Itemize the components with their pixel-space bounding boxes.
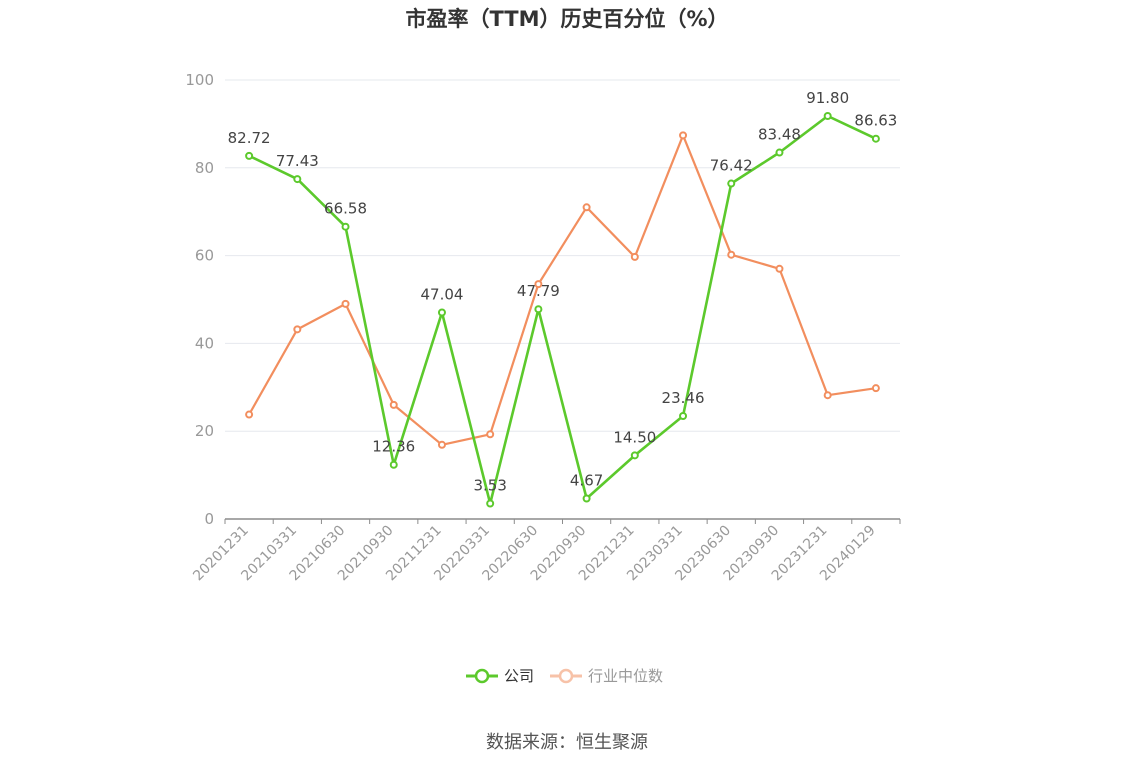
data-label: 23.46 <box>662 389 705 407</box>
series-point-1[interactable] <box>437 440 446 449</box>
series-point-0[interactable] <box>389 460 398 469</box>
legend-label: 行业中位数 <box>588 667 663 685</box>
data-label: 83.48 <box>758 126 801 144</box>
series-point-0[interactable] <box>245 151 254 160</box>
grid <box>225 79 900 432</box>
series-point-1[interactable] <box>534 280 543 289</box>
series-point-1[interactable] <box>486 430 495 439</box>
series-point-1[interactable] <box>871 384 880 393</box>
series-point-0[interactable] <box>437 308 446 317</box>
legend-label: 公司 <box>504 667 534 685</box>
series-point-1[interactable] <box>245 410 254 419</box>
y-tick-label: 100 <box>185 71 214 89</box>
series-point-1[interactable] <box>389 400 398 409</box>
source-note: 数据来源：恒生聚源 <box>486 732 648 753</box>
data-label: 47.79 <box>517 282 560 300</box>
series-point-1[interactable] <box>341 299 350 308</box>
data-label: 3.53 <box>473 477 506 495</box>
series-point-0[interactable] <box>823 111 832 120</box>
series-point-0[interactable] <box>871 134 880 143</box>
series-point-0[interactable] <box>534 305 543 314</box>
legend[interactable]: 公司 行业中位数 <box>466 667 663 685</box>
data-labels: 82.72 77.43 66.58 12.36 47.04 3.53 47.79 4.67 14… <box>228 89 898 495</box>
y-axis: 0 20 40 60 80 100 <box>185 71 214 528</box>
series-point-1[interactable] <box>293 325 302 334</box>
data-label: 77.43 <box>276 152 319 170</box>
series-line-1 <box>248 134 877 446</box>
data-label: 86.63 <box>854 112 897 130</box>
series-point-0[interactable] <box>679 412 688 421</box>
legend-item-1[interactable]: 行业中位数 <box>550 667 663 685</box>
series-point-0[interactable] <box>293 175 302 184</box>
data-label: 66.58 <box>324 200 367 218</box>
series-point-0[interactable] <box>486 499 495 508</box>
data-label: 76.42 <box>710 157 753 175</box>
y-tick-label: 60 <box>195 247 214 265</box>
series-point-1[interactable] <box>582 203 591 212</box>
series-point-0[interactable] <box>630 451 639 460</box>
series-point-0[interactable] <box>727 179 736 188</box>
data-label: 12.36 <box>372 438 415 456</box>
legend-swatch-marker <box>558 668 574 684</box>
series-point-0[interactable] <box>775 148 784 157</box>
data-label: 91.80 <box>806 89 849 107</box>
series-point-1[interactable] <box>823 391 832 400</box>
chart-title: 市盈率（TTM）历史百分位（%） <box>405 7 728 31</box>
x-axis: 2020123120210331202106302021093020211231… <box>190 518 901 584</box>
y-tick-label: 20 <box>195 422 214 440</box>
data-label: 82.72 <box>228 129 271 147</box>
series-layer <box>245 111 880 508</box>
data-label: 4.67 <box>570 471 603 489</box>
legend-item-0[interactable]: 公司 <box>466 667 534 685</box>
y-tick-label: 40 <box>195 334 214 352</box>
series-point-1[interactable] <box>630 252 639 261</box>
series-point-1[interactable] <box>727 250 736 259</box>
data-label: 47.04 <box>420 285 463 303</box>
series-point-0[interactable] <box>341 222 350 231</box>
series-point-0[interactable] <box>582 494 591 503</box>
series-line-0 <box>248 114 877 505</box>
series-point-1[interactable] <box>679 131 688 140</box>
y-tick-label: 80 <box>195 159 214 177</box>
data-label: 14.50 <box>613 428 656 446</box>
series-point-1[interactable] <box>775 264 784 273</box>
y-tick-label: 0 <box>204 510 214 528</box>
legend-swatch-marker <box>474 668 490 684</box>
